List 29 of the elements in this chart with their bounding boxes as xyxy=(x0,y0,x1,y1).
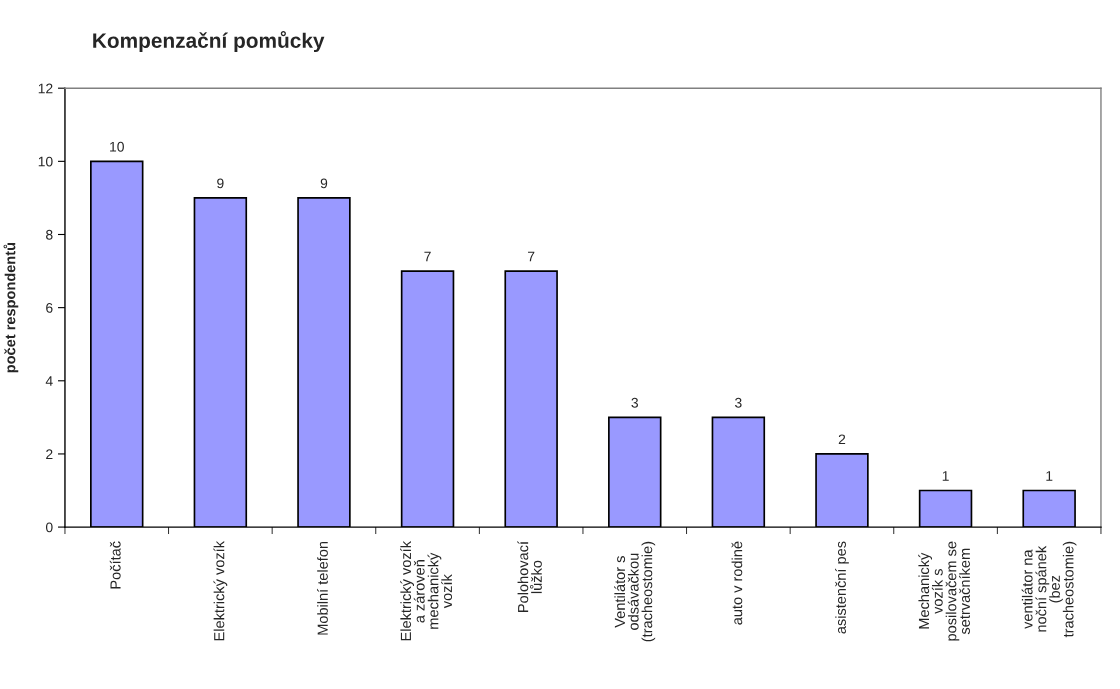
x-tick-label: Ventilátor s odsávačkou (tracheostomie) xyxy=(614,541,656,642)
data-label: 2 xyxy=(838,434,846,445)
chart-title: Kompenzační pomůcky xyxy=(93,31,325,53)
data-label: 3 xyxy=(631,397,639,408)
data-label: 10 xyxy=(110,141,124,152)
y-tick-label: 4 xyxy=(45,376,53,386)
y-tick-label: 0 xyxy=(45,522,53,533)
y-axis-title: počet respondentů xyxy=(3,242,19,373)
data-label: 1 xyxy=(1046,471,1053,481)
x-tick-label: Polohovací lůžko xyxy=(517,541,542,612)
y-tick-label: 2 xyxy=(46,449,53,459)
data-label: 7 xyxy=(424,251,431,262)
x-tick-label: Elektrický vozík a zároveň mechanický vozík xyxy=(400,540,453,641)
data-label: 7 xyxy=(528,251,535,262)
x-tick-label: auto v rodině xyxy=(731,541,743,625)
y-tick-label: 6 xyxy=(46,302,53,313)
y-tick-label: 8 xyxy=(46,229,53,240)
x-tick-label: Mobilní telefon xyxy=(316,541,328,635)
y-tick-label: 10 xyxy=(38,156,53,167)
data-label: 3 xyxy=(735,397,742,408)
x-tick-label: asistenční pes xyxy=(835,541,849,634)
y-tick-label: 12 xyxy=(38,83,53,94)
x-tick-label: Elektrický vozík xyxy=(213,540,228,641)
data-label: 9 xyxy=(217,178,224,189)
data-label: 1 xyxy=(942,471,949,481)
x-tick-label: Mechanický vozík s posilovačem se setrvačníkem xyxy=(918,541,970,641)
x-tick-label: Počítač xyxy=(109,541,121,589)
x-tick-label: ventilátor na noční spánek (bez tracheostomie) xyxy=(1021,541,1077,638)
data-label: 9 xyxy=(320,178,328,189)
